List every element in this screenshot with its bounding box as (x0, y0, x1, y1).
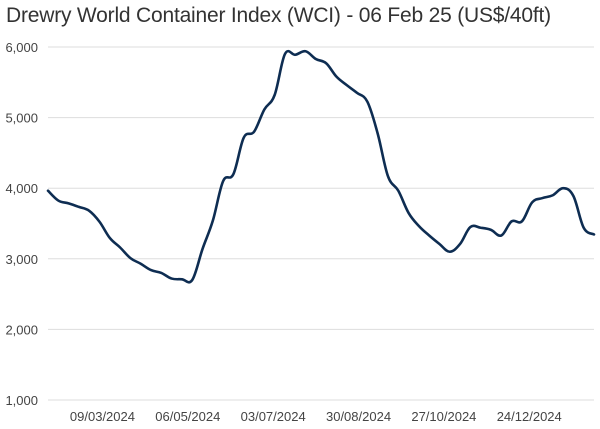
y-axis-tick-labels: 1,000 2,000 3,000 4,000 5,000 6,000 (5, 40, 38, 408)
x-tick-label: 30/08/2024 (326, 409, 391, 424)
x-tick-label: 06/05/2024 (155, 409, 220, 424)
series-line (46, 49, 596, 284)
x-tick-label: 09/03/2024 (70, 409, 135, 424)
chart-title: Drewry World Container Index (WCI) - 06 … (6, 4, 551, 27)
x-tick-label: 03/07/2024 (241, 409, 306, 424)
y-tick-label: 2,000 (5, 322, 38, 337)
y-tick-label: 3,000 (5, 252, 38, 267)
y-tick-label: 1,000 (5, 393, 38, 408)
y-tick-label: 4,000 (5, 181, 38, 196)
x-axis-tick-labels: 09/03/2024 06/05/2024 03/07/2024 30/08/2024… (70, 409, 562, 424)
y-tick-label: 6,000 (5, 40, 38, 55)
y-tick-label: 5,000 (5, 111, 38, 126)
gridlines (48, 46, 594, 401)
x-tick-label: 27/10/2024 (411, 409, 476, 424)
x-tick-label: 24/12/2024 (497, 409, 562, 424)
series-line-group (46, 49, 596, 284)
